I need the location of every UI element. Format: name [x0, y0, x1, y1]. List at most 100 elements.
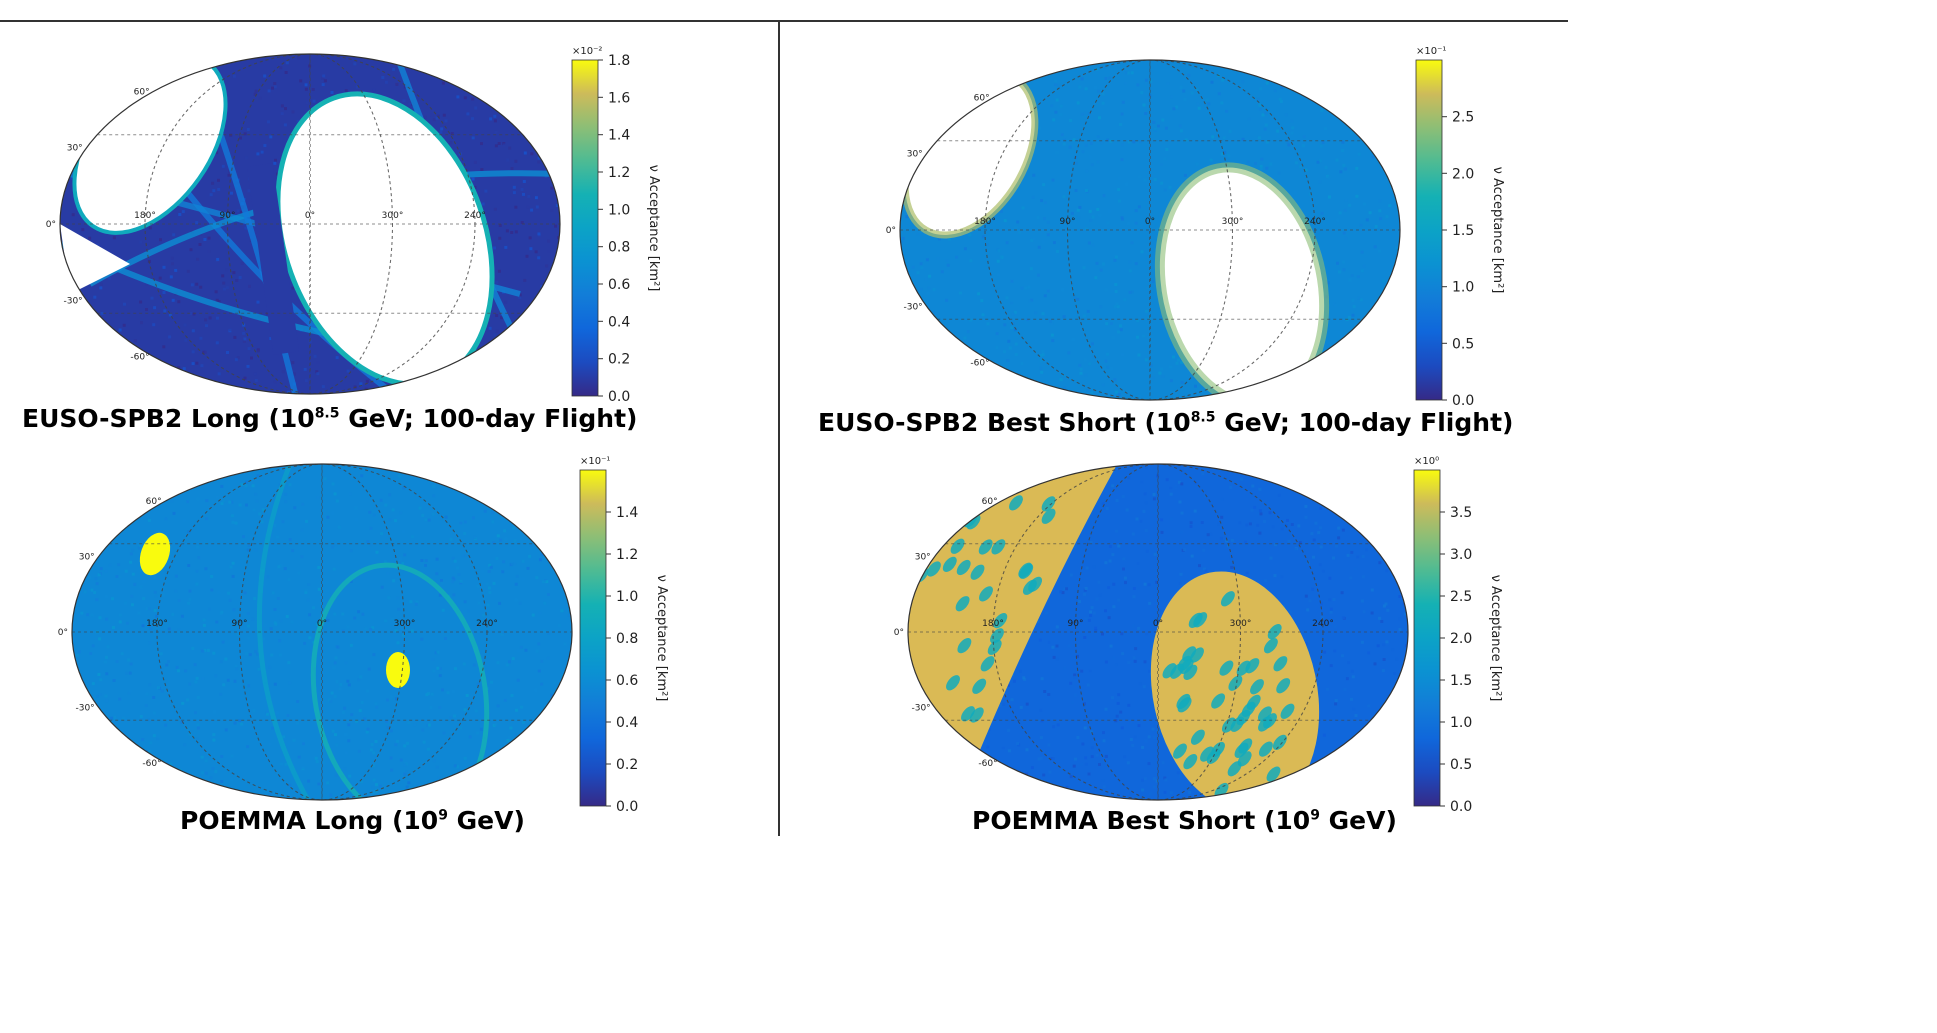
map-pixel — [1341, 740, 1345, 743]
map-pixel — [1074, 161, 1078, 165]
colorbar-gradient — [1415, 59, 1443, 401]
map-pixel — [1148, 601, 1152, 605]
map-pixel — [1055, 644, 1059, 648]
map-pixel — [228, 328, 232, 332]
map-pixel — [1291, 617, 1295, 621]
map-pixel — [281, 520, 285, 524]
map-pixel — [196, 737, 199, 741]
map-pixel — [394, 743, 398, 747]
map-pixel — [1094, 276, 1098, 280]
acceptance-blob — [955, 596, 970, 612]
map-pixel — [195, 582, 199, 586]
colorbar-tick-label: 1.8 — [608, 53, 630, 69]
map-pixel — [459, 726, 463, 730]
map-pixel — [353, 385, 357, 389]
map-pixel — [498, 601, 502, 605]
map-pixel — [372, 513, 376, 517]
map-pixel — [1342, 260, 1346, 264]
map-pixel — [214, 290, 218, 294]
map-pixel — [331, 482, 335, 486]
map-pixel — [1098, 763, 1101, 766]
map-pixel — [969, 259, 973, 263]
map-pixel — [391, 508, 395, 512]
map-pixel — [1051, 645, 1055, 649]
map-pixel — [251, 617, 255, 621]
hotspot-lower-right — [386, 652, 410, 688]
map-pixel — [1052, 118, 1056, 122]
map-pixel — [159, 238, 162, 242]
map-pixel — [1022, 676, 1026, 680]
map-pixel — [1032, 173, 1036, 177]
map-pixel — [139, 300, 143, 304]
map-pixel — [1351, 298, 1355, 302]
map-pixel — [1169, 517, 1173, 521]
map-pixel — [1087, 241, 1091, 245]
map-pixel — [1169, 486, 1173, 490]
map-pixel — [1324, 165, 1328, 169]
map-pixel — [1280, 85, 1284, 89]
map-pixel — [453, 559, 457, 563]
map-pixel — [333, 612, 337, 616]
map-pixel — [430, 113, 434, 117]
map-pixel — [188, 589, 192, 593]
map-pixel — [1103, 65, 1106, 69]
ra-tick-label: 300° — [1222, 217, 1244, 227]
map-pixel — [968, 233, 972, 237]
map-pixel — [366, 727, 370, 731]
map-pixel — [331, 511, 335, 515]
map-pixel — [1378, 249, 1381, 253]
map-pixel — [1076, 208, 1080, 212]
map-pixel — [437, 776, 441, 780]
map-pixel — [1341, 616, 1345, 619]
map-pixel — [233, 679, 237, 683]
map-pixel — [242, 331, 246, 335]
map-pixel — [1269, 162, 1273, 166]
map-pixel — [1178, 500, 1182, 504]
skymap-poemma-best-short: 180° 90° 0° 300° 240°60°30°0°-30°-60°×10⁰0.0… — [894, 456, 1503, 815]
map-pixel — [1138, 175, 1142, 179]
map-pixel — [1084, 587, 1088, 590]
map-pixel — [1028, 299, 1032, 303]
map-pixel — [171, 262, 174, 266]
map-pixel — [1095, 597, 1099, 601]
map-pixel — [434, 651, 438, 655]
map-pixel — [125, 671, 128, 675]
map-pixel — [184, 338, 188, 342]
map-pixel — [1220, 101, 1224, 105]
map-pixel — [1051, 178, 1055, 182]
map-pixel — [418, 506, 422, 510]
map-pixel — [1201, 472, 1205, 476]
map-pixel — [1088, 155, 1092, 159]
map-pixel — [1114, 663, 1118, 667]
map-pixel — [1185, 74, 1189, 78]
map-pixel — [995, 346, 999, 350]
map-pixel — [1104, 359, 1108, 363]
map-pixel — [111, 597, 114, 601]
map-pixel — [248, 653, 252, 657]
skymap-poemma-long: 180° 90° 0° 300° 240°60°30°0°-30°-60°×10⁻¹0.… — [58, 456, 669, 815]
map-pixel — [1151, 727, 1155, 731]
map-pixel — [315, 622, 319, 626]
dec-tick-label: -30° — [63, 297, 82, 307]
map-pixel — [1121, 143, 1124, 147]
map-pixel — [1092, 355, 1095, 359]
map-pixel — [1054, 79, 1058, 83]
map-pixel — [236, 209, 240, 213]
map-pixel — [1334, 702, 1338, 706]
map-pixel — [1324, 127, 1327, 131]
map-pixel — [415, 600, 419, 604]
map-pixel — [1329, 610, 1333, 614]
colorbar-tick-label: 0.0 — [1452, 393, 1474, 409]
map-pixel — [1074, 757, 1077, 761]
map-pixel — [245, 480, 248, 484]
map-pixel — [1097, 580, 1101, 584]
map-pixel — [172, 511, 176, 515]
map-pixel — [1329, 607, 1333, 611]
map-pixel — [386, 726, 390, 729]
map-pixel — [81, 228, 85, 232]
ra-tick-label: 0° — [1145, 217, 1155, 227]
map-pixel — [174, 574, 178, 578]
map-pixel — [547, 632, 551, 635]
map-pixel — [369, 748, 373, 752]
colorbar-gradient — [579, 469, 607, 807]
